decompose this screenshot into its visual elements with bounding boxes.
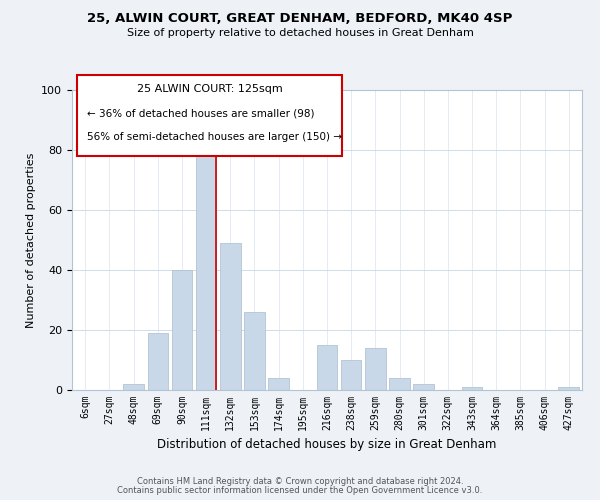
- Bar: [124, 384, 144, 390]
- Bar: [341, 360, 361, 390]
- Bar: [268, 378, 289, 390]
- Bar: [220, 243, 241, 390]
- Bar: [559, 387, 579, 390]
- Y-axis label: Number of detached properties: Number of detached properties: [26, 152, 36, 328]
- Bar: [172, 270, 192, 390]
- Bar: [413, 384, 434, 390]
- Bar: [244, 312, 265, 390]
- Bar: [148, 333, 168, 390]
- Bar: [317, 345, 337, 390]
- X-axis label: Distribution of detached houses by size in Great Denham: Distribution of detached houses by size …: [157, 438, 497, 452]
- FancyBboxPatch shape: [77, 75, 342, 156]
- Text: 56% of semi-detached houses are larger (150) →: 56% of semi-detached houses are larger (…: [88, 132, 342, 142]
- Text: Contains HM Land Registry data © Crown copyright and database right 2024.: Contains HM Land Registry data © Crown c…: [137, 477, 463, 486]
- Text: 25 ALWIN COURT: 125sqm: 25 ALWIN COURT: 125sqm: [137, 84, 283, 94]
- Bar: [365, 348, 386, 390]
- Bar: [196, 138, 217, 390]
- Text: Contains public sector information licensed under the Open Government Licence v3: Contains public sector information licen…: [118, 486, 482, 495]
- Text: ← 36% of detached houses are smaller (98): ← 36% of detached houses are smaller (98…: [88, 108, 315, 118]
- Bar: [389, 378, 410, 390]
- Bar: [462, 387, 482, 390]
- Text: Size of property relative to detached houses in Great Denham: Size of property relative to detached ho…: [127, 28, 473, 38]
- Text: 25, ALWIN COURT, GREAT DENHAM, BEDFORD, MK40 4SP: 25, ALWIN COURT, GREAT DENHAM, BEDFORD, …: [88, 12, 512, 26]
